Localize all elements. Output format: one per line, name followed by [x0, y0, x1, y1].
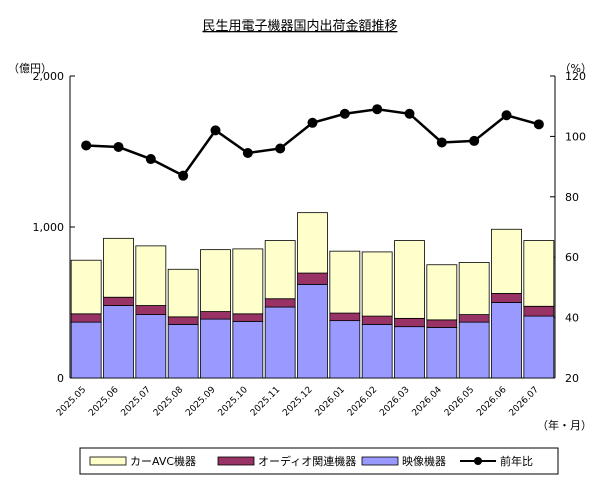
bar-segment — [523, 305, 555, 317]
bar-segment — [458, 314, 490, 323]
right-tick-label: 100 — [565, 130, 586, 143]
bar-segment — [426, 264, 458, 321]
x-tick-label: 2026.05 — [443, 385, 476, 418]
legend-label: 映像機器 — [402, 454, 446, 468]
bar-segment — [394, 326, 425, 379]
legend-swatch — [217, 456, 255, 466]
bar-segment — [135, 305, 167, 315]
yoy-point — [242, 148, 253, 159]
bar-segment — [329, 250, 361, 314]
yoy-point — [210, 125, 221, 136]
right-axis-unit: （%） — [560, 62, 592, 75]
yoy-point — [113, 141, 124, 152]
bar-segment — [103, 237, 134, 298]
bar-segment — [361, 251, 393, 317]
x-axis-unit: （年・月） — [537, 418, 592, 432]
bar-segment — [297, 272, 328, 285]
x-tick-label: 2025.08 — [152, 385, 186, 419]
legend-label: 前年比 — [500, 454, 533, 468]
bar-segment — [523, 315, 555, 379]
bar-segment — [297, 283, 328, 379]
bar-segment — [426, 327, 458, 379]
right-tick-label: 40 — [565, 312, 579, 325]
yoy-point — [178, 170, 189, 181]
bar-segment — [491, 293, 522, 303]
yoy-point — [404, 108, 415, 119]
x-tick-label: 2025.05 — [55, 385, 88, 418]
chart-title: 民生用電子機器国内出荷金額推移 — [202, 18, 397, 34]
bar-segment — [200, 249, 231, 312]
legend-swatch — [89, 456, 127, 466]
legend-marker — [474, 457, 482, 465]
yoy-point — [533, 119, 544, 130]
bar-segment — [232, 313, 264, 322]
bar-segment — [200, 318, 231, 379]
legend-swatch — [361, 456, 399, 466]
bar-segment — [167, 316, 199, 325]
bar-segment — [329, 312, 361, 322]
yoy-point — [436, 137, 447, 148]
yoy-point — [145, 154, 156, 165]
yoy-point — [372, 104, 383, 115]
left-tick-label: 2,000 — [33, 70, 65, 83]
bar-segment — [458, 262, 490, 315]
legend-label: オーディオ関連機器 — [258, 454, 356, 468]
bar-segment — [458, 321, 490, 379]
bar-segment — [426, 319, 458, 328]
bar-segment — [491, 302, 522, 379]
x-tick-label: 2026.01 — [314, 385, 347, 418]
right-tick-label: 20 — [565, 372, 579, 385]
bar-segment — [135, 314, 167, 379]
yoy-point — [275, 143, 286, 154]
bar-segment — [297, 212, 328, 274]
bar-segment — [361, 323, 393, 379]
bar-segment — [491, 228, 522, 294]
x-tick-label: 2026.03 — [378, 385, 411, 418]
yoy-point — [501, 110, 512, 121]
bar-segment — [167, 268, 199, 318]
x-tick-label: 2025.07 — [120, 385, 153, 418]
bar-segment — [70, 321, 102, 379]
yoy-point — [339, 108, 350, 119]
right-tick-label: 120 — [565, 70, 586, 83]
legend-label: カーAVC機器 — [130, 454, 196, 468]
x-tick-label: 2025.12 — [281, 385, 314, 418]
bar-segment — [70, 259, 102, 315]
bar-segment — [167, 323, 199, 379]
bar-segment — [264, 298, 296, 308]
x-tick-label: 2025.06 — [87, 385, 121, 419]
bar-segment — [103, 296, 134, 306]
x-tick-label: 2025.10 — [217, 385, 251, 419]
x-tick-label: 2026.04 — [411, 385, 445, 419]
bar-segment — [264, 306, 296, 379]
bar-segment — [200, 311, 231, 320]
bar-segment — [70, 313, 102, 323]
bar-segment — [329, 320, 361, 379]
x-tick-label: 2026.07 — [508, 385, 541, 418]
bar-segment — [103, 305, 134, 379]
x-tick-label: 2026.06 — [475, 385, 509, 419]
x-tick-label: 2026.02 — [346, 385, 379, 418]
bar-segment — [523, 240, 555, 307]
bar-segment — [232, 248, 264, 315]
bar-segment — [394, 240, 425, 319]
yoy-point — [81, 140, 92, 151]
left-tick-label: 1,000 — [33, 221, 65, 234]
left-tick-label: 0 — [57, 372, 64, 385]
right-tick-label: 80 — [565, 191, 579, 204]
x-tick-label: 2025.11 — [249, 385, 282, 418]
bar-segment — [264, 240, 296, 300]
bar-segment — [232, 320, 264, 379]
left-axis-unit: （億円） — [8, 62, 52, 75]
bar-segment — [394, 317, 425, 328]
bar-segment — [135, 245, 167, 306]
yoy-point — [307, 117, 318, 128]
x-tick-label: 2025.09 — [184, 385, 218, 419]
bar-segment — [361, 315, 393, 325]
right-tick-label: 60 — [565, 251, 579, 264]
yoy-point — [469, 135, 480, 146]
